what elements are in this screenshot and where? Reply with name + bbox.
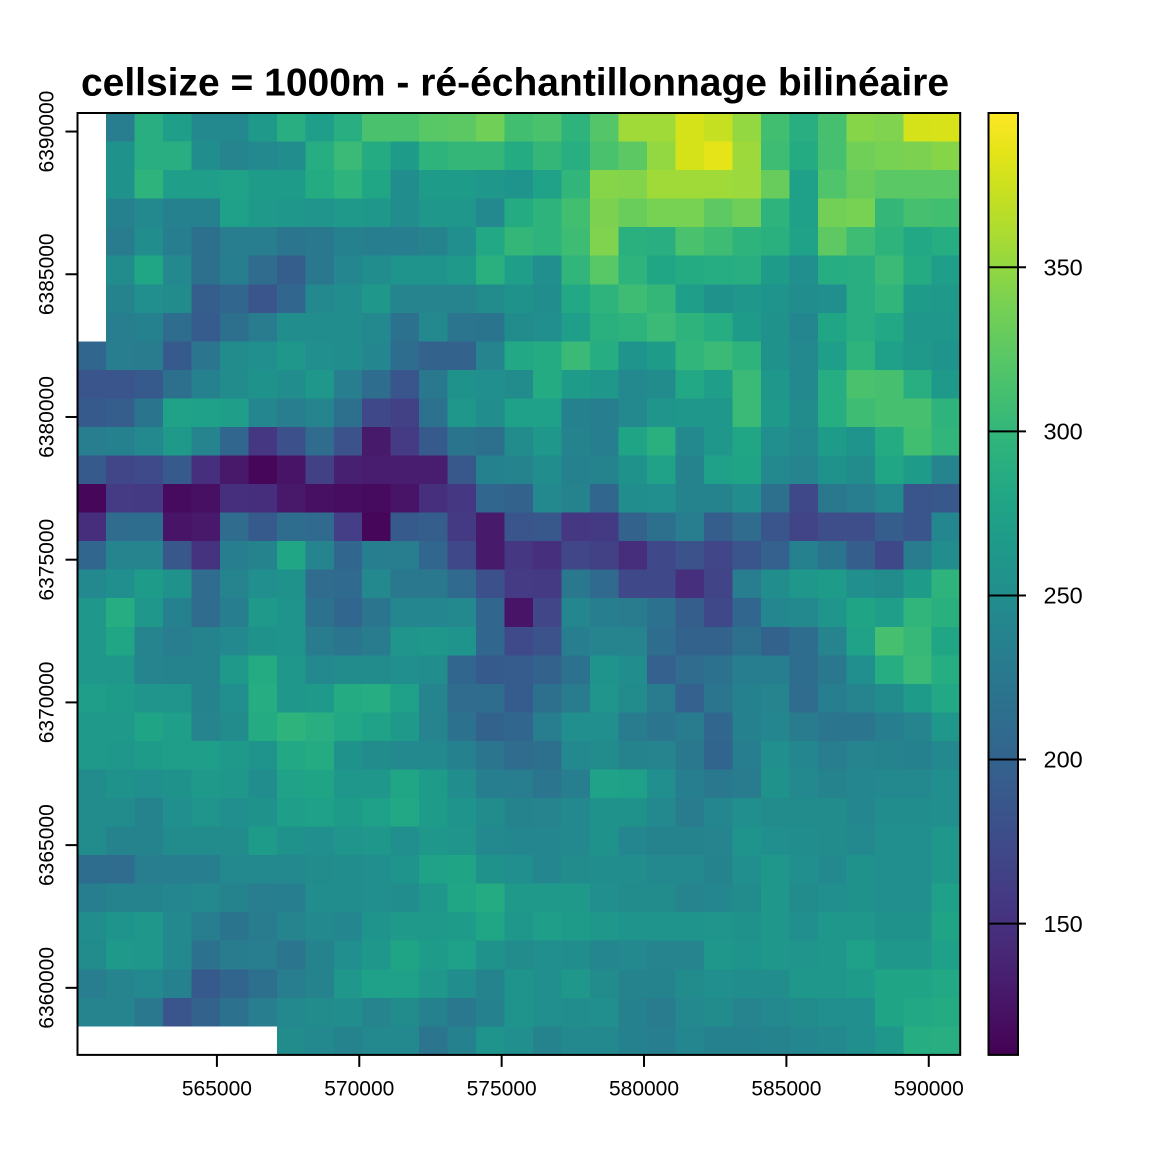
svg-text:6365000: 6365000 xyxy=(36,804,59,886)
svg-text:575000: 575000 xyxy=(467,1078,537,1101)
svg-text:6380000: 6380000 xyxy=(36,376,59,458)
svg-text:150: 150 xyxy=(1044,911,1083,937)
svg-text:6360000: 6360000 xyxy=(36,947,59,1029)
svg-text:350: 350 xyxy=(1044,254,1083,280)
svg-text:6375000: 6375000 xyxy=(36,519,59,601)
svg-text:565000: 565000 xyxy=(182,1078,252,1101)
svg-text:590000: 590000 xyxy=(894,1078,964,1101)
svg-text:570000: 570000 xyxy=(324,1078,394,1101)
svg-text:250: 250 xyxy=(1044,583,1083,609)
svg-text:6385000: 6385000 xyxy=(36,233,59,315)
svg-text:6370000: 6370000 xyxy=(36,662,59,744)
svg-text:cellsize = 1000m - ré-échantil: cellsize = 1000m - ré-échantillonnage bi… xyxy=(81,62,949,105)
svg-text:580000: 580000 xyxy=(609,1078,679,1101)
svg-text:585000: 585000 xyxy=(751,1078,821,1101)
svg-text:6390000: 6390000 xyxy=(36,91,59,173)
svg-text:200: 200 xyxy=(1044,747,1083,773)
svg-text:300: 300 xyxy=(1044,419,1083,445)
